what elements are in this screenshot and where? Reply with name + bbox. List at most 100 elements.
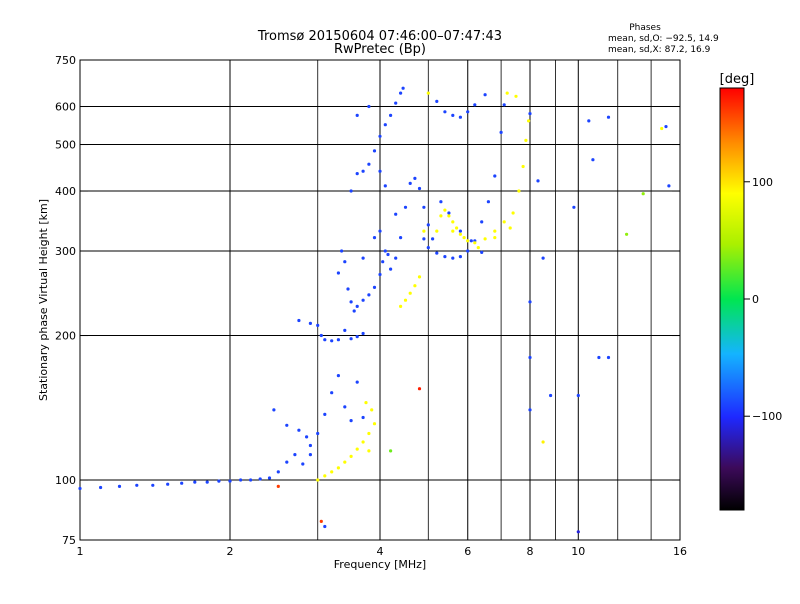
x-axis-label: Frequency [MHz] [334, 558, 426, 571]
data-point [370, 408, 374, 412]
y-axis-ticks: 75 100 200 300 400 500 600 750 [55, 54, 680, 547]
data-point [336, 338, 340, 342]
data-point [267, 476, 272, 480]
data-point [364, 401, 368, 405]
y-tick-label: 75 [62, 534, 76, 547]
scattered-point [528, 355, 532, 360]
data-point [336, 271, 340, 275]
data-point [316, 323, 320, 327]
scattered-point [606, 355, 611, 360]
data-point [399, 236, 403, 240]
x-tick-label: 2 [227, 545, 234, 558]
scattered-point [528, 300, 532, 304]
scattered-point [319, 519, 323, 524]
data-point [524, 138, 528, 142]
data-points [78, 86, 671, 534]
data-point [383, 123, 387, 127]
data-point [193, 480, 197, 484]
data-point [323, 474, 327, 478]
x-tick-label: 8 [527, 545, 534, 558]
data-point [319, 333, 323, 338]
data-point [499, 130, 503, 134]
data-point [135, 483, 139, 487]
x-tick-label: 6 [464, 545, 471, 558]
data-point [435, 99, 439, 103]
data-point [451, 113, 455, 117]
data-point [367, 431, 371, 436]
scattered-point [625, 232, 629, 236]
colorbar-ticks: 100 0 −100 [744, 176, 782, 423]
data-point [455, 226, 459, 230]
scattered-point [367, 449, 371, 453]
y-tick-label: 200 [55, 330, 76, 343]
x-tick-label: 4 [377, 545, 384, 558]
data-point [355, 304, 359, 308]
y-axis-label: Stationary phase Virtual Height [km] [37, 199, 50, 401]
data-point [422, 205, 426, 209]
data-point [439, 200, 443, 204]
data-point [228, 479, 232, 483]
data-point [401, 86, 405, 90]
data-point [99, 485, 103, 490]
data-point [422, 229, 426, 233]
scattered-point [576, 393, 580, 398]
data-point [355, 113, 359, 117]
scattered-point [276, 484, 280, 488]
data-point [502, 103, 506, 107]
data-point [293, 453, 297, 457]
data-point [349, 189, 353, 193]
data-point [349, 300, 353, 304]
data-point [483, 237, 487, 241]
chart-subtitle: RwPretec (Bp) [334, 42, 426, 57]
data-point [378, 272, 382, 277]
data-point [447, 211, 451, 215]
data-point [166, 482, 170, 486]
data-point [343, 260, 347, 264]
scattered-point [541, 256, 545, 260]
data-point [394, 256, 398, 260]
data-point [413, 176, 417, 180]
data-point [78, 486, 82, 491]
data-point [378, 169, 382, 173]
data-point [426, 246, 430, 250]
y-tick-label: 100 [55, 474, 76, 487]
data-point [367, 104, 371, 109]
data-point [466, 249, 470, 253]
data-point [258, 477, 262, 481]
data-point [505, 91, 509, 95]
stats-line-o: mean, sd,O: −92.5, 14.9 [608, 34, 719, 44]
data-point [285, 423, 289, 427]
data-point [355, 380, 359, 384]
data-point [480, 250, 484, 254]
data-point [336, 466, 340, 470]
data-point [346, 287, 350, 291]
data-point [378, 134, 382, 138]
data-point [297, 318, 301, 323]
data-point [493, 229, 497, 233]
stats-line-x: mean, sd,X: 87.2, 16.9 [608, 45, 711, 55]
data-point [462, 236, 466, 240]
data-point [355, 172, 359, 176]
data-point [336, 374, 340, 378]
x-tick-label: 1 [77, 545, 84, 558]
scattered-point [541, 440, 545, 444]
data-point [431, 237, 435, 241]
colorbar-tick-label: −100 [752, 410, 782, 423]
scattered-point [528, 112, 532, 116]
y-tick-label: 300 [55, 245, 76, 258]
data-point [308, 321, 312, 325]
data-point [316, 478, 320, 482]
data-point [403, 298, 408, 302]
data-point [476, 246, 480, 250]
data-point [493, 174, 497, 178]
y-tick-label: 600 [55, 101, 76, 114]
data-point [372, 285, 377, 289]
data-point [514, 94, 518, 98]
data-point [527, 119, 531, 123]
data-point [305, 435, 309, 439]
scattered-point [660, 126, 664, 131]
data-point [343, 405, 347, 409]
data-point [372, 422, 377, 426]
data-point [272, 408, 276, 412]
